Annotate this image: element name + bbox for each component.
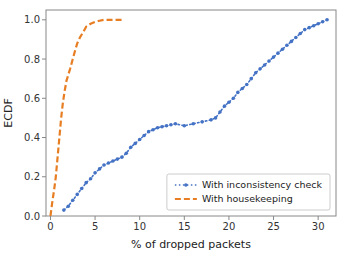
point [218, 110, 222, 114]
point [241, 87, 245, 91]
point [321, 20, 325, 24]
point [151, 128, 155, 132]
x-tick [50, 216, 51, 220]
y-tick [42, 216, 46, 217]
x-tick [139, 216, 140, 220]
chart: 0 5 10 15 20 25 30 0.0 0.2 0.4 0.6 0.8 1.0 % of dropp… [0, 0, 346, 254]
y-tick [42, 137, 46, 138]
point [107, 161, 111, 165]
y-tick-label: 0.6 [24, 93, 40, 104]
point [236, 91, 240, 95]
point [312, 24, 316, 28]
point [325, 18, 329, 22]
point [254, 71, 258, 75]
point [169, 123, 173, 127]
point [75, 193, 79, 197]
point [138, 138, 142, 142]
y-tick-label: 0.2 [24, 171, 40, 182]
point [258, 67, 262, 71]
point [191, 122, 195, 126]
point [200, 120, 204, 124]
point [93, 171, 97, 175]
x-tick [95, 216, 96, 220]
point [133, 142, 137, 146]
point [307, 26, 311, 30]
y-tick-label: 0.0 [24, 211, 40, 222]
point [102, 163, 106, 167]
point [276, 51, 280, 55]
point [120, 155, 124, 159]
point [67, 204, 71, 208]
point [165, 124, 169, 128]
point [249, 77, 253, 81]
point [116, 157, 120, 161]
point [281, 47, 285, 51]
point [98, 167, 102, 171]
legend-label: With housekeeping [202, 193, 293, 204]
y-tick-label: 1.0 [24, 14, 40, 25]
plot-frame [46, 10, 336, 216]
x-axis-label: % of dropped packets [131, 238, 251, 251]
x-tick-label: 20 [223, 221, 236, 232]
x-tick-label: 25 [267, 221, 280, 232]
point [299, 32, 303, 36]
y-tick [42, 59, 46, 60]
point [245, 83, 249, 87]
y-axis-label: ECDF [2, 98, 15, 127]
point [183, 124, 187, 128]
legend-swatch [175, 198, 197, 200]
x-tick [228, 216, 229, 220]
point [80, 187, 84, 191]
point [294, 36, 298, 40]
point [142, 134, 146, 138]
y-tick [42, 98, 46, 99]
y-tick-label: 0.8 [24, 54, 40, 65]
legend-marker [184, 183, 188, 187]
point [160, 125, 164, 129]
x-tick [184, 216, 185, 220]
x-tick-label: 5 [92, 221, 98, 232]
legend: With inconsistency check With housekeepin… [167, 174, 330, 210]
point [89, 177, 93, 181]
point [111, 159, 115, 163]
point [147, 130, 151, 134]
y-tick [42, 176, 46, 177]
point [285, 44, 289, 48]
x-tick-label: 10 [133, 221, 146, 232]
x-tick-label: 0 [47, 221, 53, 232]
point [125, 151, 129, 155]
point [214, 116, 218, 120]
x-tick [318, 216, 319, 220]
point [272, 55, 276, 59]
series-line [50, 20, 121, 216]
x-tick-label: 15 [178, 221, 191, 232]
point [174, 122, 178, 126]
point [290, 40, 294, 44]
point [223, 104, 227, 108]
point [303, 28, 307, 32]
point [62, 208, 66, 212]
point [316, 22, 320, 26]
point [84, 181, 88, 185]
point [71, 199, 75, 203]
point [156, 126, 160, 130]
point [263, 63, 267, 67]
x-tick [273, 216, 274, 220]
point [227, 100, 231, 104]
x-tick-label: 30 [312, 221, 325, 232]
y-tick [42, 19, 46, 20]
point [209, 118, 213, 122]
legend-label: With inconsistency check [202, 179, 323, 190]
point [267, 59, 271, 63]
y-tick-label: 0.4 [24, 132, 40, 143]
point [129, 146, 133, 150]
legend-box [167, 174, 330, 210]
point [232, 96, 236, 100]
